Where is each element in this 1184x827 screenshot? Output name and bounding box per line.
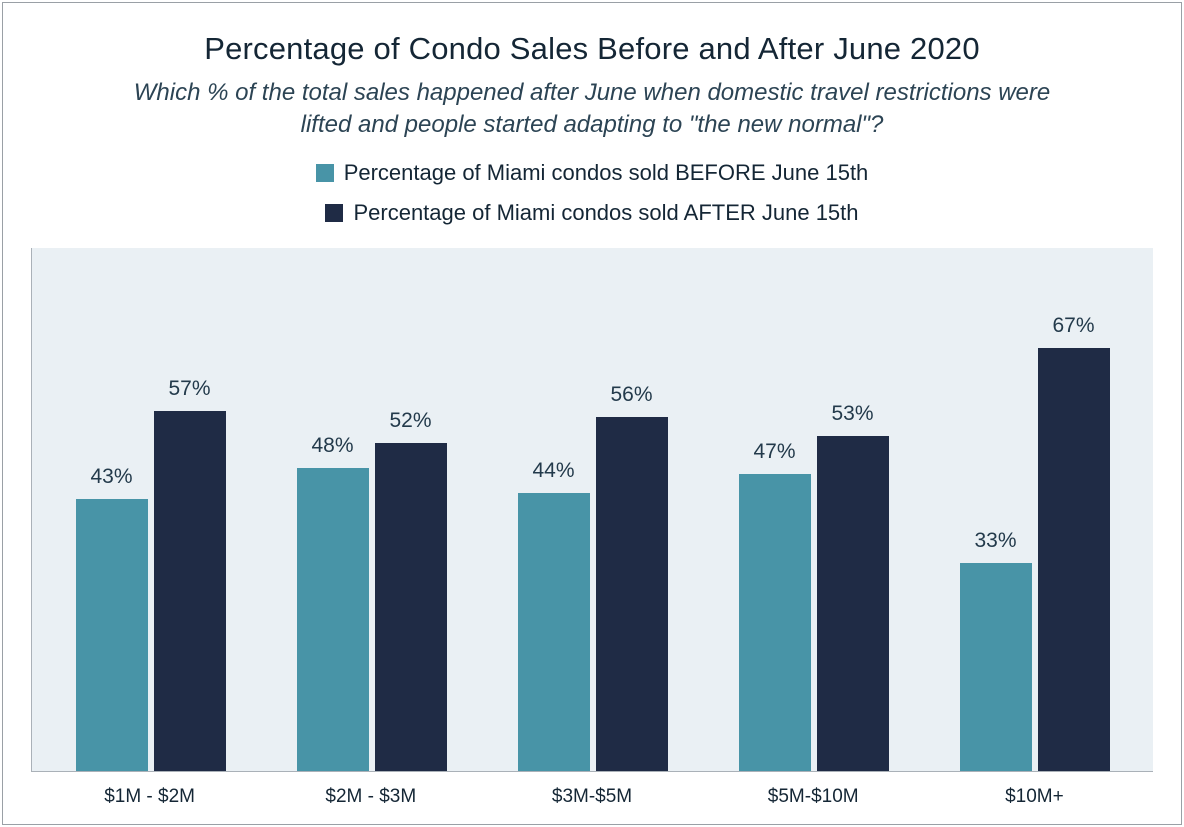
bar-after: 52% [375, 266, 447, 771]
bar-before: 48% [297, 266, 369, 771]
legend-item-after: Percentage of Miami condos sold AFTER Ju… [325, 200, 858, 226]
bar-value-label: 57% [168, 377, 210, 401]
bar-rect-before [518, 493, 590, 771]
bar-value-label: 43% [90, 465, 132, 489]
bar-rect-after [817, 436, 889, 771]
bar-rect-before [739, 474, 811, 771]
bar-rect-after [375, 443, 447, 771]
x-axis-label: $5M-$10M [703, 786, 924, 808]
bar-rect-before [960, 563, 1032, 771]
chart-frame: Percentage of Condo Sales Before and Aft… [2, 2, 1182, 825]
legend: Percentage of Miami condos sold BEFORE J… [31, 160, 1153, 226]
bar-value-label: 53% [831, 402, 873, 426]
bar-group: 44% 56% [482, 266, 703, 771]
bar-rect-after [154, 411, 226, 771]
x-axis: $1M - $2M $2M - $3M $3M-$5M $5M-$10M $10… [31, 772, 1153, 808]
bar-after: 56% [596, 266, 668, 771]
legend-swatch-after [325, 204, 343, 222]
bar-before: 33% [960, 266, 1032, 771]
bar-group: 33% 67% [924, 266, 1145, 771]
legend-label-before: Percentage of Miami condos sold BEFORE J… [344, 160, 869, 186]
bar-rect-after [1038, 348, 1110, 771]
bar-group: 43% 57% [40, 266, 261, 771]
bar-value-label: 47% [753, 440, 795, 464]
bar-before: 47% [739, 266, 811, 771]
x-axis-label: $3M-$5M [481, 786, 702, 808]
bar-after: 53% [817, 266, 889, 771]
bar-group: 47% 53% [703, 266, 924, 771]
bar-value-label: 67% [1052, 314, 1094, 338]
chart-title: Percentage of Condo Sales Before and Aft… [31, 31, 1153, 67]
chart-subtitle: Which % of the total sales happened afte… [132, 77, 1052, 142]
bar-after: 57% [154, 266, 226, 771]
legend-label-after: Percentage of Miami condos sold AFTER Ju… [353, 200, 858, 226]
bar-value-label: 56% [610, 383, 652, 407]
bar-rect-after [596, 417, 668, 771]
legend-swatch-before [316, 164, 334, 182]
plot-area: 43% 57% 48% 52% 44% 56% [31, 248, 1153, 772]
legend-item-before: Percentage of Miami condos sold BEFORE J… [316, 160, 869, 186]
bar-group: 48% 52% [261, 266, 482, 771]
bar-before: 44% [518, 266, 590, 771]
bar-before: 43% [76, 266, 148, 771]
x-axis-label: $2M - $3M [260, 786, 481, 808]
bar-value-label: 44% [532, 459, 574, 483]
bar-after: 67% [1038, 266, 1110, 771]
bar-value-label: 48% [311, 434, 353, 458]
bar-rect-before [297, 468, 369, 771]
bar-value-label: 52% [389, 409, 431, 433]
bar-rect-before [76, 499, 148, 771]
bar-value-label: 33% [974, 529, 1016, 553]
x-axis-label: $1M - $2M [39, 786, 260, 808]
x-axis-label: $10M+ [924, 786, 1145, 808]
